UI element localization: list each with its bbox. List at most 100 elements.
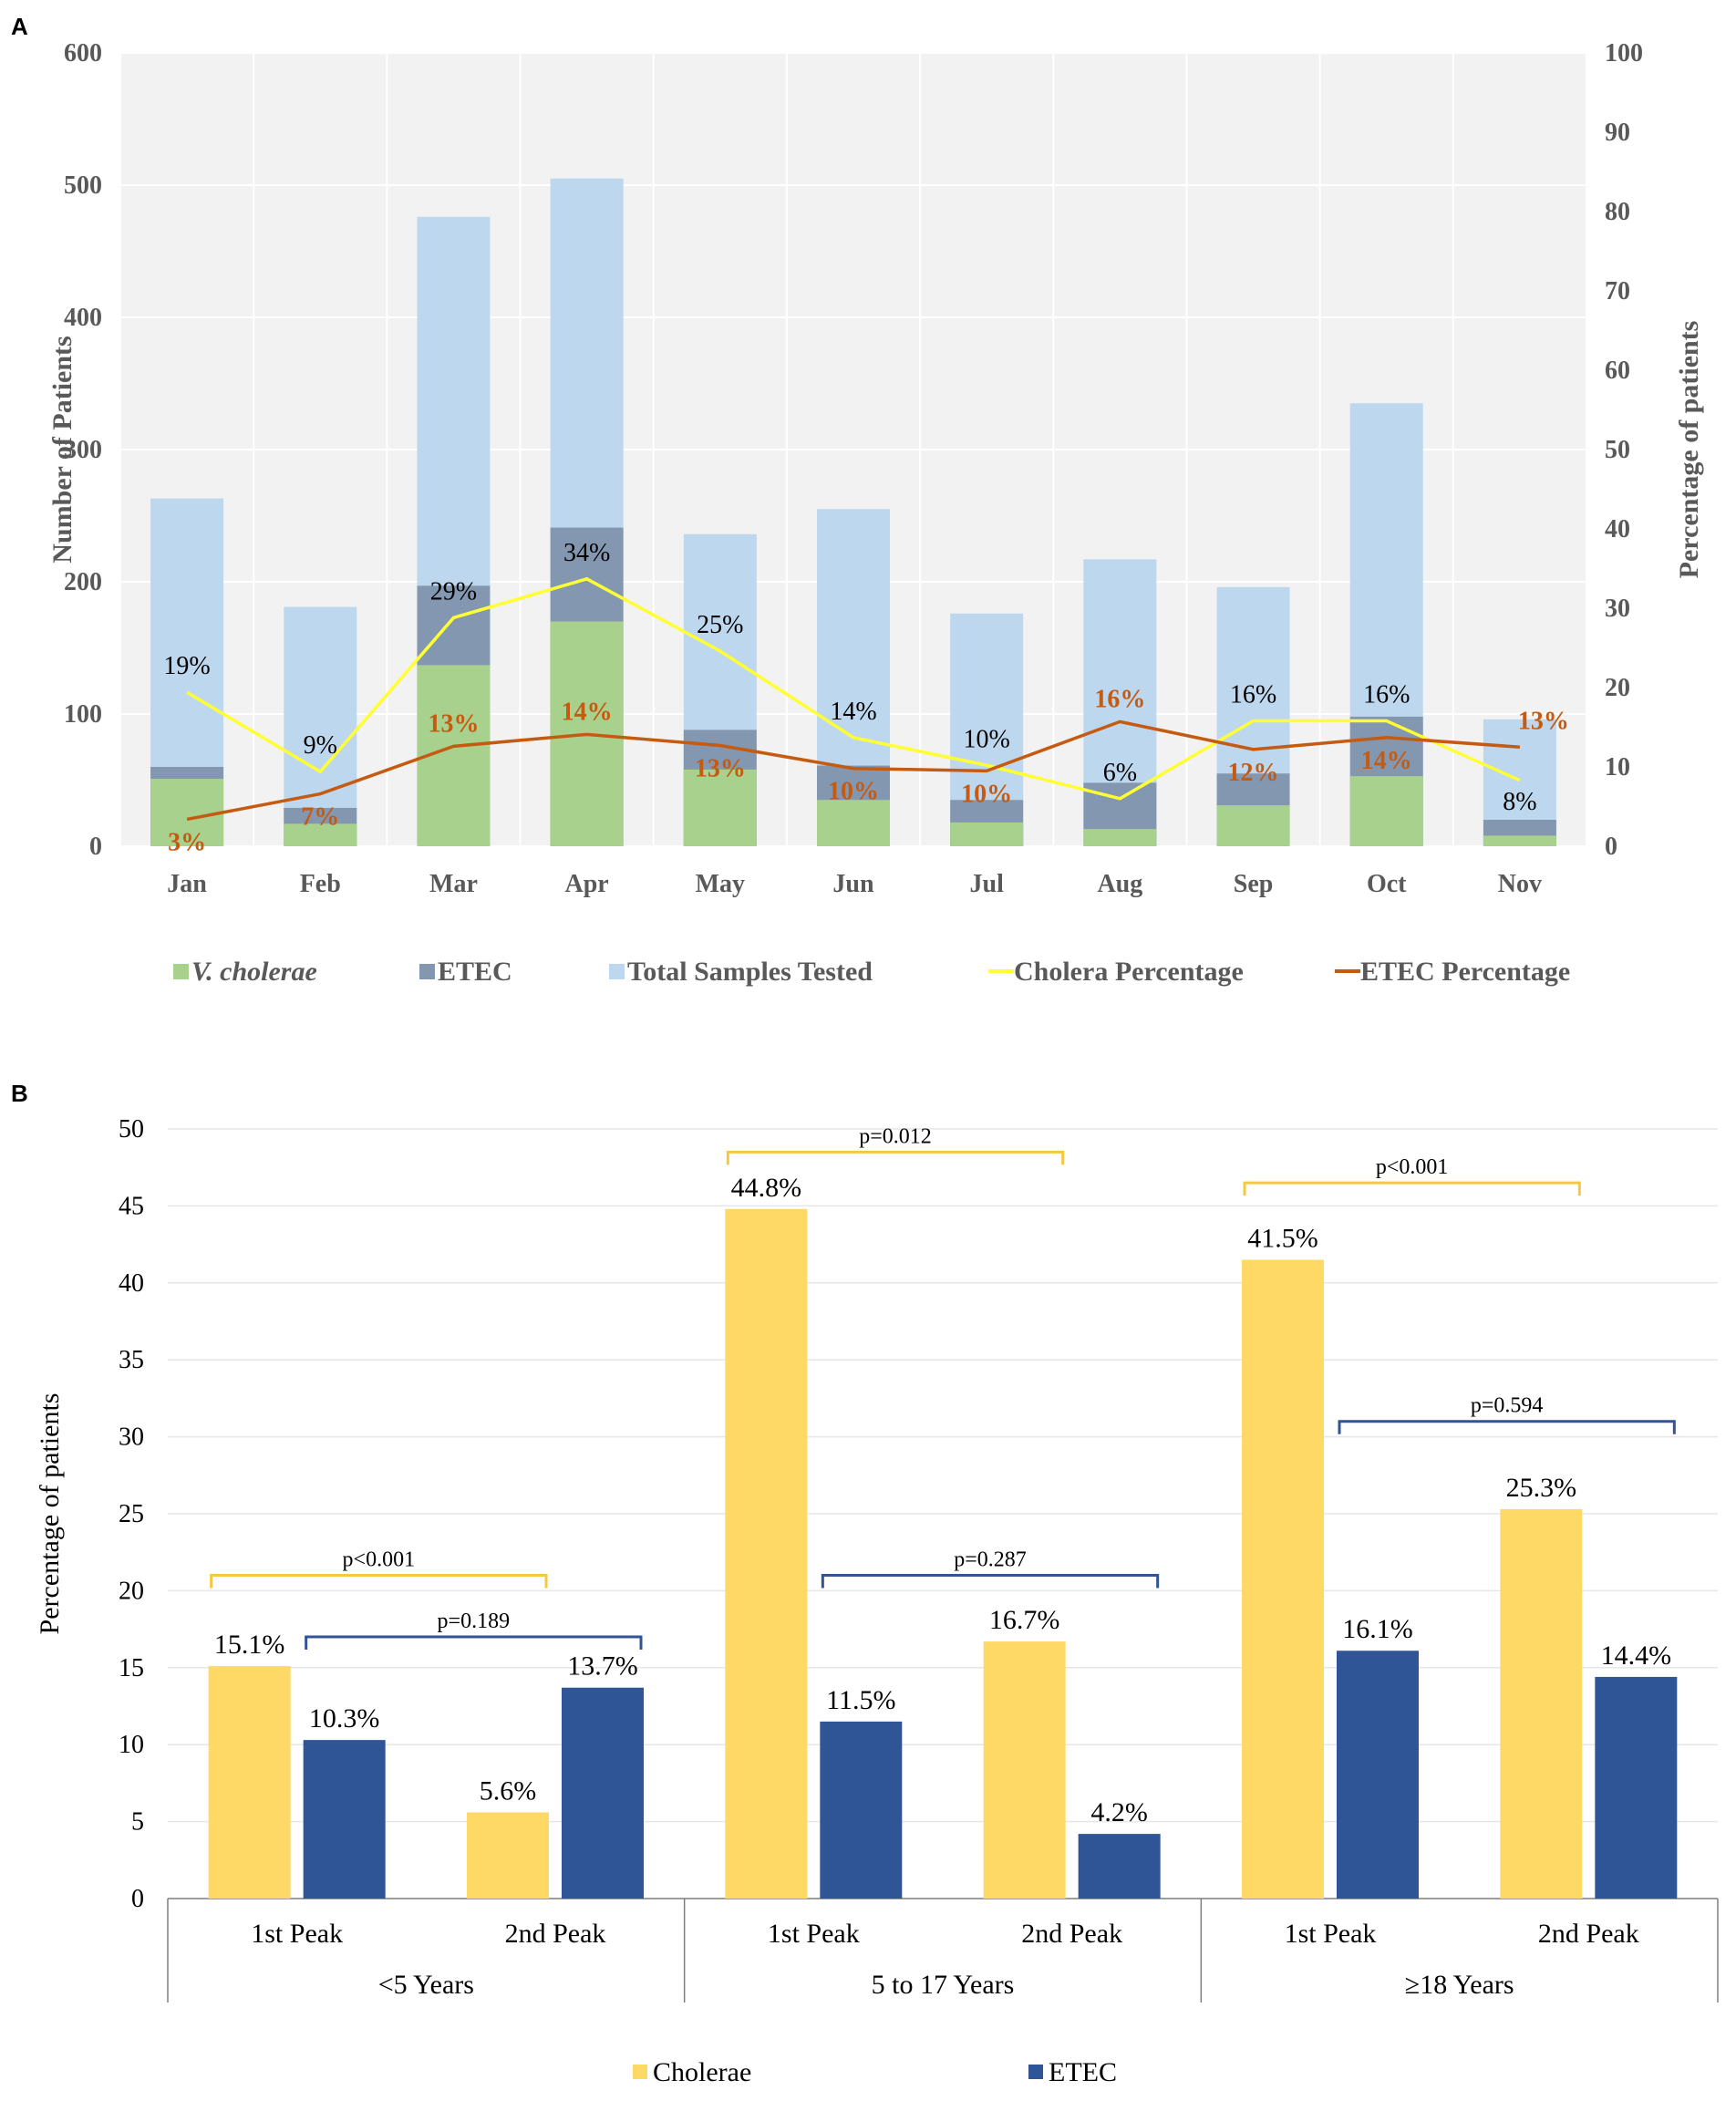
panel-b-legend-swatch (1028, 2065, 1043, 2079)
cholerae-bar (1242, 1259, 1324, 1899)
panel-b-chart: 0 5 10 15 20 25 30 35 40 45 50 Percentage of patien… (35, 1115, 1719, 2087)
panel-a-x-tick: Nov (1498, 870, 1542, 898)
panel-b-group-label: ≥18 Years (1405, 1970, 1514, 2000)
p-value-label: p<0.001 (343, 1548, 416, 1572)
panel-a-right-tick: 90 (1605, 119, 1630, 147)
cholerae-value-label: 44.8% (731, 1173, 802, 1203)
panel-a-right-tick: 10 (1605, 753, 1630, 781)
panel-a-x-tick: Oct (1367, 870, 1407, 898)
etec-percentage-label: 3% (168, 828, 206, 856)
cholerae-value-label: 16.7% (989, 1605, 1060, 1635)
panel-a-legend-swatch (419, 964, 435, 979)
panel-a-legend-swatch (609, 964, 625, 979)
panel-a-left-tick: 500 (64, 171, 102, 200)
etec-value-label: 11.5% (826, 1685, 895, 1715)
etec-bar (1595, 1676, 1678, 1899)
cholera-percentage-label: 6% (1103, 759, 1137, 787)
cholera-percentage-label: 16% (1363, 681, 1410, 709)
panel-a-x-tick: Jun (832, 870, 874, 898)
vcholerae-bar (1216, 805, 1290, 846)
vcholerae-bar (817, 800, 890, 846)
cholera-percentage-line (186, 576, 1521, 801)
etec-value-label: 16.1% (1342, 1614, 1413, 1644)
panel-b-y-tick: 5 (131, 1808, 144, 1837)
panel-b-legend-label: Cholerae (653, 2057, 751, 2087)
etec-percentage-label: 16% (1094, 685, 1145, 713)
panel-a-right-tick: 40 (1605, 515, 1630, 543)
p-value-bracket (210, 1574, 548, 1589)
panel-a-right-tick: 60 (1605, 357, 1630, 385)
panel-b-y-tick: 25 (119, 1500, 144, 1528)
etec-percentage-label: 13% (1518, 707, 1569, 735)
etec-value-label: 14.4% (1601, 1640, 1672, 1671)
panel-b-y-tick: 45 (119, 1192, 144, 1220)
panel-b-y-tick: 10 (119, 1731, 144, 1759)
cholera-percentage-label: 8% (1503, 788, 1536, 816)
etec-percentage-label: 7% (301, 803, 339, 832)
etec-bar (1337, 1651, 1419, 1899)
panel-a-x-tick: Sep (1234, 870, 1274, 898)
panel-b-y-tick: 50 (119, 1115, 144, 1144)
panel-b-y-tick: 0 (131, 1885, 144, 1913)
panel-a-left-tick: 600 (64, 39, 102, 67)
etec-bar (820, 1721, 903, 1899)
panel-a-legend-label: V. cholerae (191, 957, 317, 987)
panel-a-right-tick: 30 (1605, 595, 1630, 623)
p-value-bracket (726, 1150, 1065, 1165)
cholera-percentage-label: 14% (830, 698, 876, 726)
etec-value-label: 13.7% (567, 1651, 638, 1682)
p-value-bracket (821, 1574, 1160, 1589)
vcholerae-bar (1349, 776, 1423, 846)
cholera-percentage-label: 25% (697, 611, 743, 639)
etec-percentage-line (186, 719, 1521, 822)
cholerae-bar (208, 1666, 291, 1899)
panel-a-right-tick: 50 (1605, 436, 1630, 464)
cholerae-value-label: 15.1% (214, 1630, 285, 1660)
etec-percentage-label: 10% (828, 778, 879, 806)
p-value-bracket (305, 1635, 643, 1651)
etec-bar (562, 1687, 644, 1899)
panel-a-letter: A (11, 13, 28, 40)
cholerae-bar (983, 1641, 1066, 1899)
panel-a-left-tick: 0 (89, 833, 102, 861)
panel-a-left-axis-title: Number of Patients (47, 336, 78, 563)
cholerae-value-label: 25.3% (1506, 1473, 1577, 1503)
panel-a-left-tick: 400 (64, 304, 102, 332)
panel-b-legend-swatch (633, 2065, 647, 2079)
panel-a-left-tick: 100 (64, 700, 102, 729)
panel-a-x-tick: Apr (565, 870, 609, 898)
panel-b-group-label: <5 Years (378, 1970, 474, 2000)
panel-b-legend-label: ETEC (1049, 2057, 1117, 2087)
panel-a-x-tick: May (696, 870, 745, 898)
cholerae-bar (1500, 1508, 1583, 1899)
cholera-percentage-label: 9% (304, 731, 337, 760)
panel-a-right-tick: 100 (1605, 39, 1643, 67)
panel-b-y-tick: 20 (119, 1577, 144, 1605)
panel-a-left-tick: 200 (64, 568, 102, 596)
panel-b-letter: B (11, 1080, 28, 1107)
panel-a-legend-swatch (173, 964, 189, 979)
panel-a-x-tick: Aug (1097, 870, 1142, 898)
panel-b-peak-label: 2nd Peak (505, 1919, 606, 1949)
panel-a-x-tick: Jul (970, 870, 1005, 898)
panel-a-right-axis-title: Percentage of patients (1674, 321, 1704, 579)
p-value-label: p<0.001 (1376, 1155, 1449, 1179)
panel-a-legend-label: ETEC (438, 957, 512, 987)
panel-a-right-tick: 80 (1605, 198, 1630, 226)
p-value-label: p=0.012 (859, 1124, 932, 1148)
panel-b-peak-label: 2nd Peak (1538, 1919, 1639, 1949)
panel-a-right-tick: 0 (1605, 833, 1617, 861)
panel-b-group-label: 5 to 17 Years (872, 1970, 1015, 2000)
p-value-bracket (1338, 1420, 1676, 1434)
cholera-percentage-label: 16% (1230, 681, 1276, 709)
panel-a-x-tick: Jan (167, 870, 207, 898)
panel-b-peak-label: 1st Peak (1285, 1919, 1377, 1949)
etec-percentage-label: 12% (1228, 759, 1279, 787)
vcholerae-bar (1483, 835, 1556, 846)
panel-a-legend-label: Cholera Percentage (1014, 957, 1244, 987)
panel-a-x-tick: Mar (429, 870, 478, 898)
vcholerae-bar (1083, 829, 1157, 846)
panel-b-y-axis-title: Percentage of patients (35, 1393, 65, 1635)
